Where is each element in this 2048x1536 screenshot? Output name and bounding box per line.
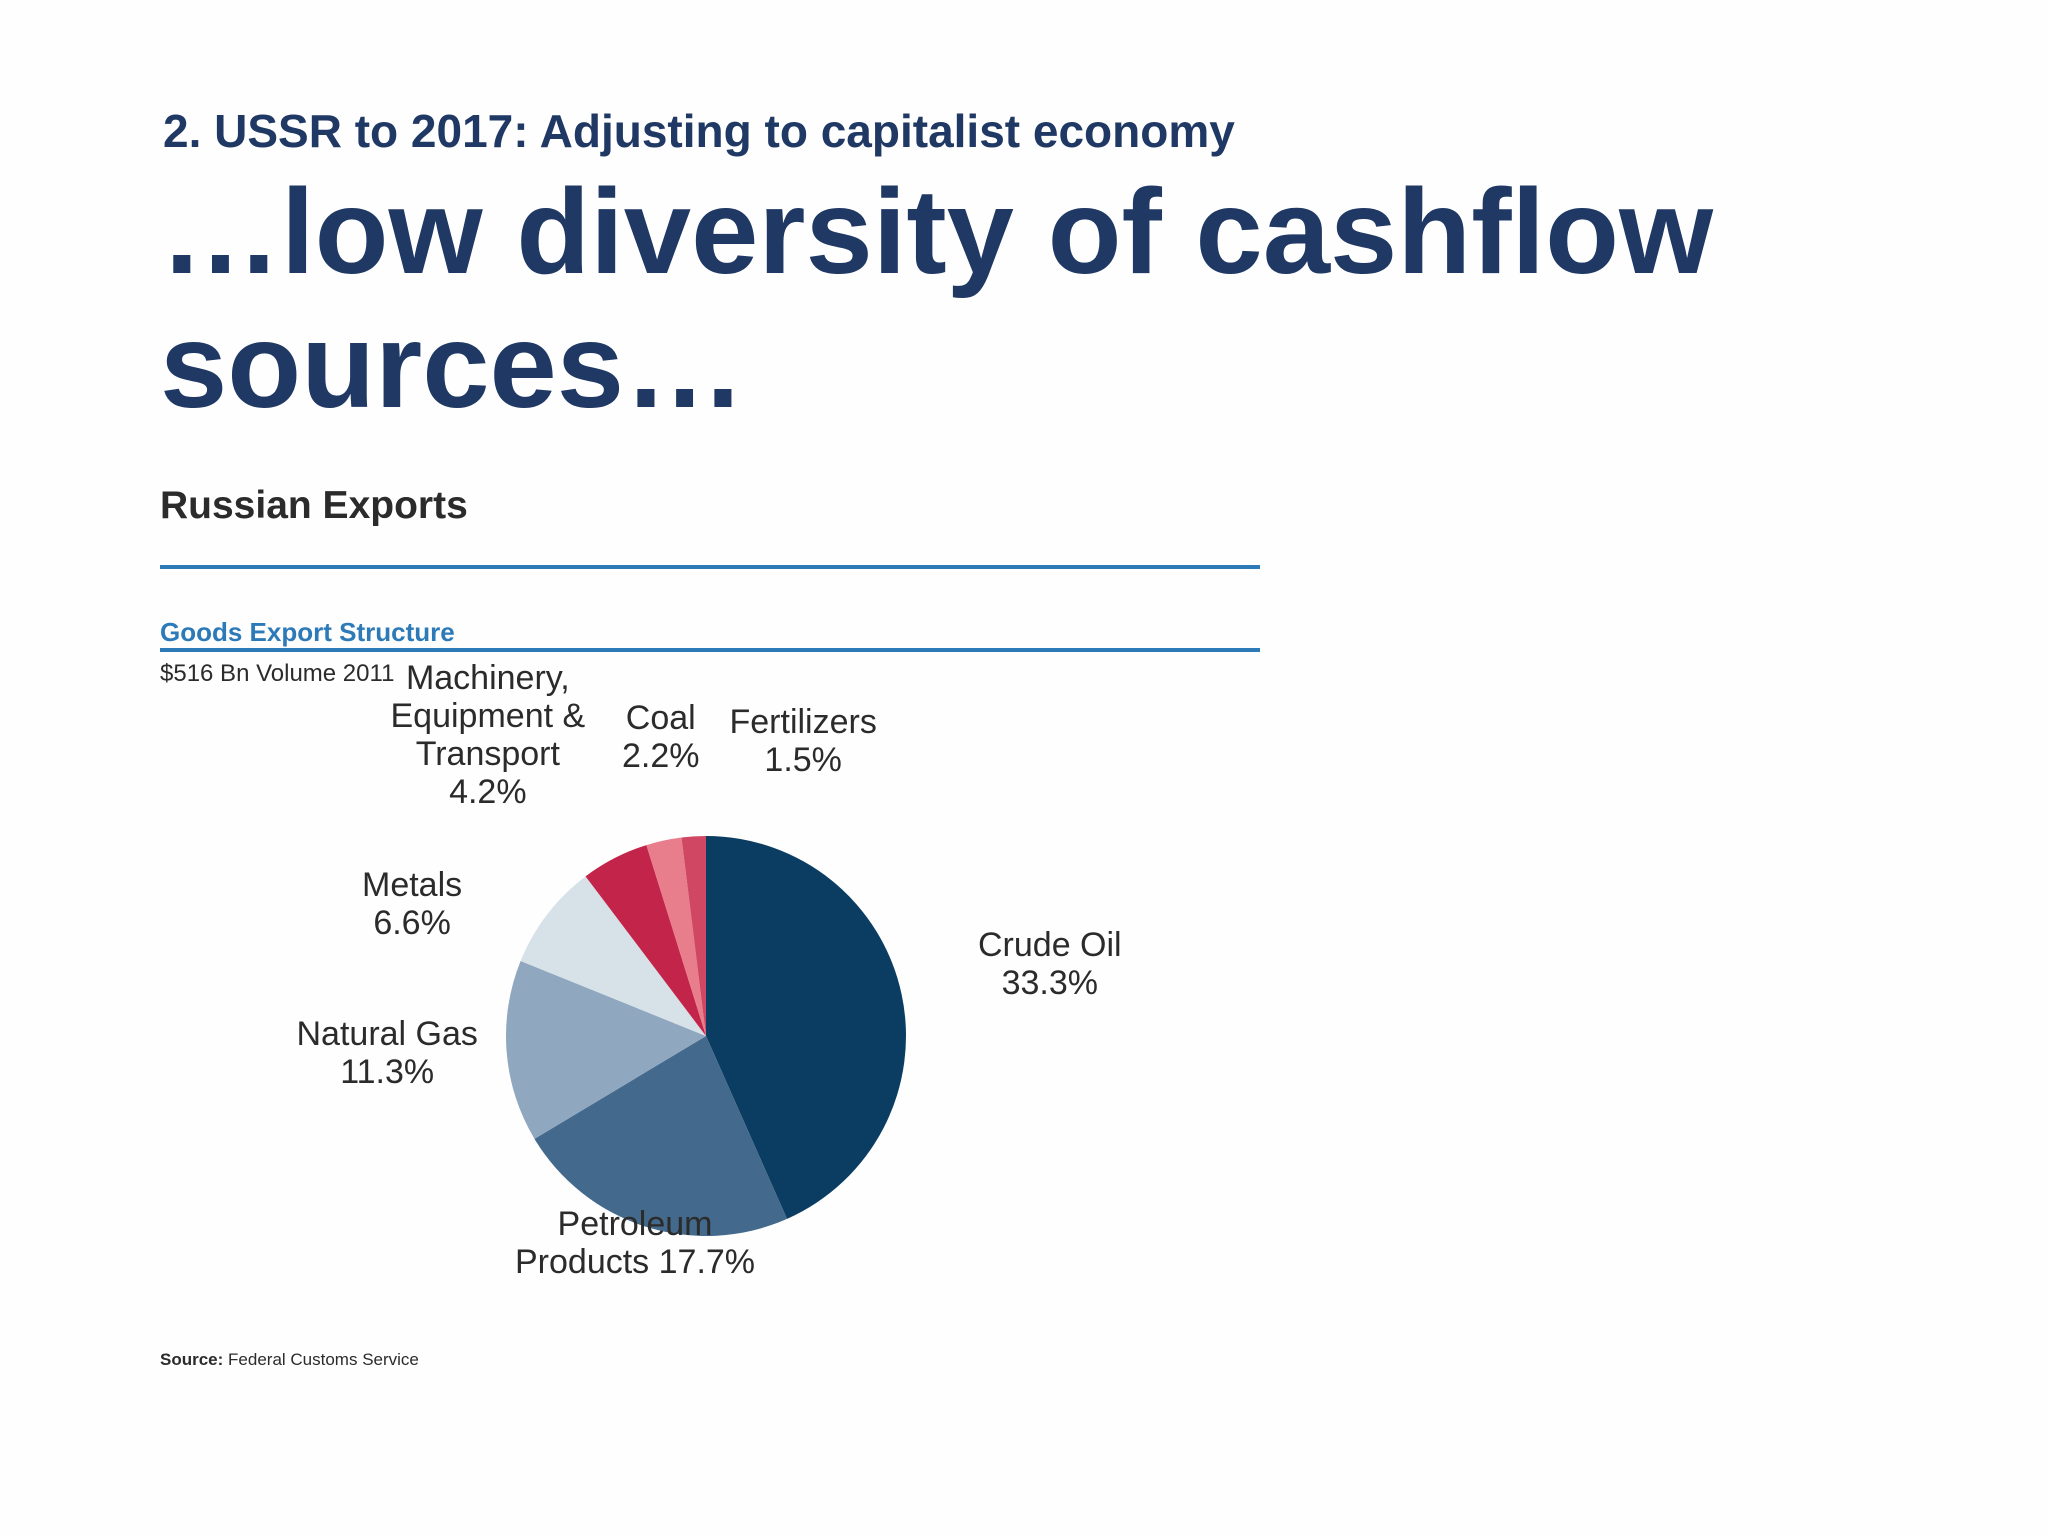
figure-source: Source: Federal Customs Service <box>160 1350 419 1370</box>
pie-slice-label: Machinery, Equipment & Transport 4.2% <box>390 659 586 811</box>
pie-slice-label: Natural Gas 11.3% <box>296 1015 478 1091</box>
figure-rule-top <box>160 565 1260 569</box>
pie-slice-label: Crude Oil 33.3% <box>978 926 1122 1002</box>
pie-slice-label: Metals 6.6% <box>362 866 463 942</box>
pie-slice-label: Petroleum Products 17.7% <box>515 1205 756 1281</box>
figure-rule-bottom <box>160 648 1260 652</box>
figure-note: $516 Bn Volume 2011 <box>160 660 395 687</box>
pie-slice-label: Fertilizers 1.5% <box>729 703 877 779</box>
pie-slice <box>706 836 906 1219</box>
figure-subtitle: Goods Export Structure <box>160 617 455 647</box>
source-text: Federal Customs Service <box>228 1350 419 1369</box>
pie-slice <box>646 837 706 1036</box>
figure-title: Russian Exports <box>160 484 468 527</box>
pie-slice <box>520 876 706 1036</box>
pie-slice <box>681 836 706 1036</box>
pie-slice-label: Coal 2.2% <box>622 699 700 775</box>
pie-slice <box>585 845 706 1036</box>
source-label: Source: <box>160 1350 224 1369</box>
slide-headline: …low diversity of cashflow sources… <box>160 163 1714 433</box>
slide-subtitle: 2. USSR to 2017: Adjusting to capitalist… <box>163 105 1235 157</box>
pie-slice <box>505 960 706 1139</box>
pie-slice <box>534 1036 788 1237</box>
